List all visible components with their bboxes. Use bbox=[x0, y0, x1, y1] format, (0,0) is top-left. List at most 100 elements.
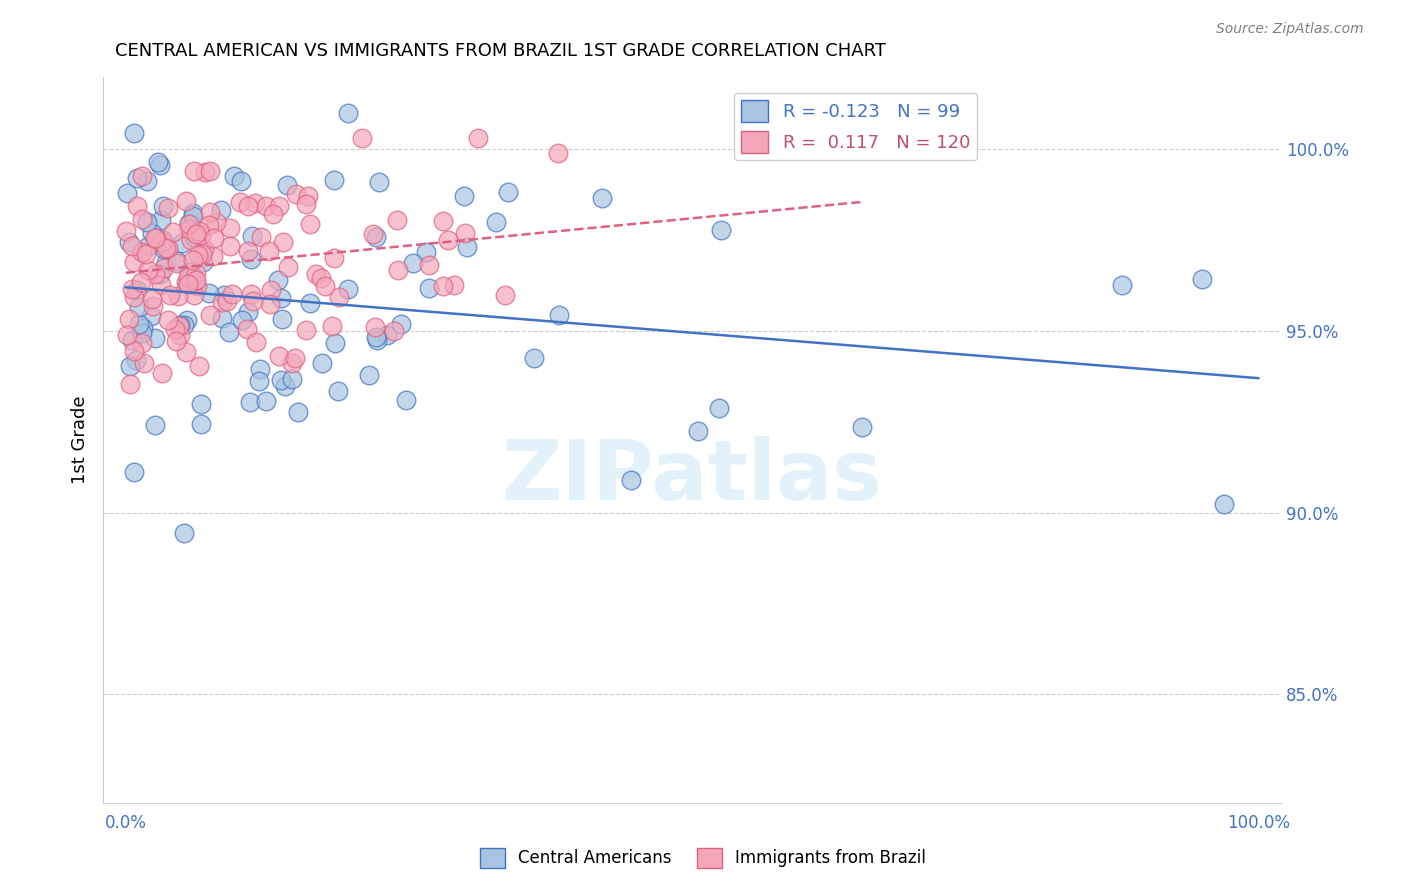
Point bbox=[193, 242, 215, 256]
Point bbox=[125, 199, 148, 213]
Point bbox=[382, 324, 405, 338]
Point bbox=[149, 267, 172, 281]
Point bbox=[183, 229, 205, 244]
Point bbox=[131, 336, 153, 351]
Point bbox=[387, 213, 409, 227]
Point bbox=[267, 349, 290, 363]
Point bbox=[173, 318, 195, 333]
Point bbox=[131, 326, 153, 341]
Point bbox=[267, 273, 290, 287]
Point bbox=[591, 191, 613, 205]
Point bbox=[245, 334, 267, 349]
Text: CENTRAL AMERICAN VS IMMIGRANTS FROM BRAZIL 1ST GRADE CORRELATION CHART: CENTRAL AMERICAN VS IMMIGRANTS FROM BRAZ… bbox=[115, 42, 886, 60]
Point bbox=[198, 309, 221, 323]
Point bbox=[177, 221, 200, 235]
Point bbox=[323, 335, 346, 350]
Point bbox=[122, 343, 145, 358]
Point bbox=[136, 263, 159, 277]
Point bbox=[193, 255, 215, 269]
Point bbox=[366, 333, 388, 347]
Point bbox=[236, 199, 259, 213]
Point bbox=[259, 297, 281, 311]
Point bbox=[364, 320, 387, 334]
Point bbox=[145, 231, 167, 245]
Point bbox=[231, 174, 253, 188]
Point bbox=[153, 260, 176, 275]
Text: ZIPatlas: ZIPatlas bbox=[502, 436, 883, 516]
Point bbox=[135, 247, 157, 261]
Point bbox=[165, 334, 187, 349]
Point bbox=[285, 187, 308, 202]
Point bbox=[202, 249, 225, 263]
Point bbox=[146, 155, 169, 169]
Point bbox=[299, 295, 322, 310]
Point bbox=[271, 235, 294, 250]
Point bbox=[240, 229, 263, 244]
Point bbox=[141, 226, 163, 240]
Point bbox=[229, 195, 252, 210]
Point bbox=[186, 227, 208, 241]
Point bbox=[485, 215, 508, 229]
Point bbox=[190, 227, 212, 242]
Point bbox=[191, 247, 214, 261]
Point bbox=[326, 384, 349, 398]
Point bbox=[136, 215, 159, 229]
Point bbox=[174, 275, 197, 289]
Point bbox=[214, 288, 236, 302]
Point bbox=[145, 230, 167, 244]
Point bbox=[183, 288, 205, 302]
Point bbox=[309, 271, 332, 285]
Point bbox=[141, 292, 163, 306]
Point bbox=[150, 278, 173, 293]
Point bbox=[402, 255, 425, 269]
Point bbox=[181, 206, 204, 220]
Point bbox=[453, 189, 475, 203]
Point bbox=[257, 244, 280, 258]
Point bbox=[304, 267, 326, 281]
Point bbox=[395, 392, 418, 407]
Point bbox=[236, 322, 259, 336]
Point bbox=[242, 294, 264, 309]
Point bbox=[180, 233, 202, 247]
Point bbox=[336, 106, 359, 120]
Point bbox=[184, 274, 207, 288]
Point bbox=[336, 282, 359, 296]
Point bbox=[218, 239, 240, 253]
Point bbox=[254, 394, 277, 409]
Point bbox=[181, 209, 204, 223]
Point bbox=[467, 130, 489, 145]
Point bbox=[190, 397, 212, 411]
Point bbox=[366, 230, 388, 244]
Point bbox=[120, 359, 142, 374]
Point bbox=[132, 321, 155, 335]
Point bbox=[254, 199, 277, 213]
Point bbox=[198, 286, 221, 301]
Point bbox=[152, 233, 174, 247]
Point bbox=[299, 217, 322, 231]
Point bbox=[218, 325, 240, 339]
Point bbox=[179, 216, 201, 230]
Point bbox=[131, 212, 153, 227]
Point bbox=[240, 252, 263, 266]
Point bbox=[145, 267, 167, 281]
Point bbox=[135, 174, 157, 188]
Point bbox=[432, 279, 454, 293]
Point bbox=[173, 526, 195, 541]
Point bbox=[211, 295, 233, 310]
Point bbox=[311, 356, 333, 370]
Point bbox=[177, 270, 200, 285]
Point bbox=[152, 242, 174, 256]
Point bbox=[361, 227, 384, 241]
Point bbox=[170, 236, 193, 251]
Point bbox=[323, 173, 346, 187]
Point bbox=[125, 352, 148, 367]
Point bbox=[121, 239, 143, 253]
Point bbox=[115, 327, 138, 342]
Point bbox=[143, 331, 166, 345]
Point bbox=[243, 195, 266, 210]
Point bbox=[132, 356, 155, 370]
Point bbox=[249, 361, 271, 376]
Point bbox=[238, 305, 260, 319]
Point bbox=[152, 367, 174, 381]
Point bbox=[209, 202, 232, 217]
